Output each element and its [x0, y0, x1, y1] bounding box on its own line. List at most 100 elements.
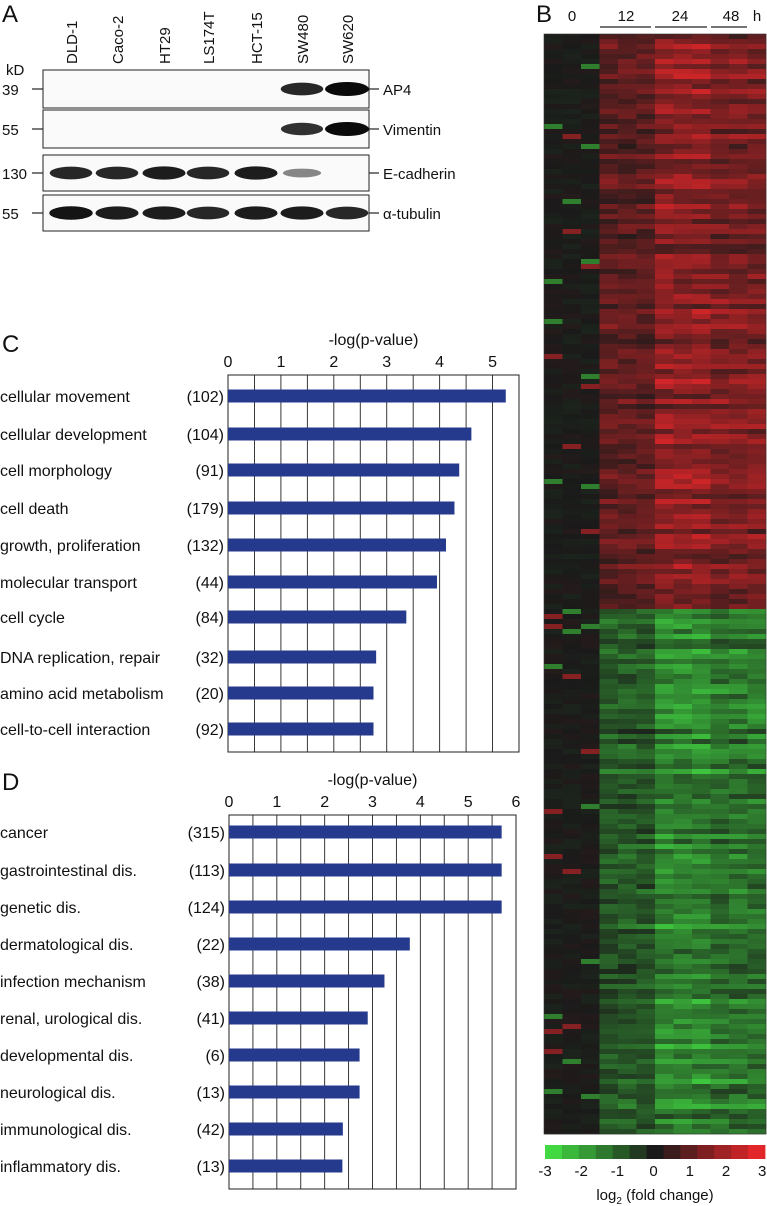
- heatmap-cell: [673, 879, 693, 885]
- heatmap-cell: [618, 289, 637, 295]
- heatmap-cell: [673, 679, 693, 685]
- heatmap-cell: [581, 109, 600, 115]
- heatmap-cell: [599, 504, 619, 510]
- heatmap-cell: [581, 419, 600, 425]
- heatmap-cell: [618, 1029, 637, 1035]
- heatmap-cell: [673, 864, 693, 870]
- heatmap-cell: [747, 499, 767, 505]
- heatmap-cell: [581, 939, 600, 945]
- heatmap-cell: [544, 509, 563, 515]
- heatmap-cell: [618, 124, 637, 130]
- heatmap-cell: [599, 1049, 619, 1055]
- heatmap-cell: [544, 904, 563, 910]
- heatmap-cell: [636, 619, 656, 625]
- heatmap-cell: [673, 519, 693, 525]
- heatmap-cell: [636, 984, 656, 990]
- heatmap-cell: [692, 924, 711, 930]
- heatmap-cell: [692, 689, 711, 695]
- heatmap-cell: [710, 184, 730, 190]
- heatmap-cell: [636, 979, 656, 985]
- heatmap-cell: [673, 129, 693, 135]
- heatmap-cell: [581, 774, 600, 780]
- heatmap-cell: [599, 94, 619, 100]
- heatmap-cell: [562, 654, 582, 660]
- heatmap-cell: [544, 144, 563, 150]
- heatmap-cell: [562, 829, 582, 835]
- heatmap-cell: [673, 179, 693, 185]
- heatmap-cell: [544, 704, 563, 710]
- category-label: renal, urological dis.: [0, 1011, 142, 1028]
- heatmap-cell: [655, 899, 674, 905]
- heatmap-cell: [710, 594, 730, 600]
- heatmap-cell: [729, 524, 748, 530]
- heatmap-cell: [544, 409, 563, 415]
- heatmap-cell: [544, 954, 563, 960]
- heatmap-cell: [544, 699, 563, 705]
- heatmap-cell: [710, 934, 730, 940]
- heatmap-cell: [692, 509, 711, 515]
- heatmap-cell: [729, 619, 748, 625]
- heatmap-cell: [673, 1029, 693, 1035]
- heatmap-cell: [636, 169, 656, 175]
- heatmap-cell: [618, 1039, 637, 1045]
- heatmap-cell: [710, 534, 730, 540]
- heatmap-cell: [729, 949, 748, 955]
- heatmap-cell: [692, 274, 711, 280]
- heatmap-cell: [692, 69, 711, 75]
- heatmap-cell: [562, 274, 582, 280]
- heatmap-cell: [618, 354, 637, 360]
- heatmap-cell: [729, 464, 748, 470]
- heatmap-cell: [581, 784, 600, 790]
- heatmap-cell: [747, 234, 767, 240]
- heatmap-cell: [673, 1034, 693, 1040]
- heatmap-cell: [655, 139, 674, 145]
- heatmap-cell: [692, 639, 711, 645]
- heatmap-cell: [636, 494, 656, 500]
- heatmap-cell: [673, 504, 693, 510]
- heatmap-cell: [581, 464, 600, 470]
- heatmap-cell: [562, 939, 582, 945]
- heatmap-cell: [729, 224, 748, 230]
- heatmap-cell: [692, 809, 711, 815]
- heatmap-cell: [673, 164, 693, 170]
- heatmap-cell: [581, 499, 600, 505]
- heatmap-cell: [729, 539, 748, 545]
- heatmap-cell: [544, 359, 563, 365]
- heatmap-cell: [599, 69, 619, 75]
- heatmap-cell: [636, 574, 656, 580]
- heatmap-cell: [599, 639, 619, 645]
- heatmap-cell: [747, 879, 767, 885]
- heatmap-cell: [562, 779, 582, 785]
- heatmap-cell: [599, 1119, 619, 1125]
- heatmap-cell: [655, 304, 674, 310]
- heatmap-cell: [655, 894, 674, 900]
- heatmap-cell: [747, 864, 767, 870]
- heatmap-cell: [562, 839, 582, 845]
- heatmap-cell: [692, 209, 711, 215]
- heatmap-cell: [636, 834, 656, 840]
- heatmap-cell: [544, 354, 563, 360]
- heatmap-cell: [692, 324, 711, 330]
- heatmap-cell: [673, 919, 693, 925]
- heatmap-cell: [599, 149, 619, 155]
- heatmap-cell: [747, 319, 767, 325]
- heatmap-cell: [599, 624, 619, 630]
- heatmap-cell: [655, 344, 674, 350]
- heatmap-cell: [599, 804, 619, 810]
- heatmap-cell: [618, 99, 637, 105]
- heatmap-cell: [636, 714, 656, 720]
- heatmap-cell: [544, 324, 563, 330]
- heatmap-cell: [562, 34, 582, 40]
- heatmap-cell: [562, 834, 582, 840]
- heatmap-cell: [729, 1059, 748, 1065]
- heatmap-cell: [747, 609, 767, 615]
- heatmap-cell: [747, 759, 767, 765]
- heatmap-cell: [544, 54, 563, 60]
- heatmap-cell: [636, 829, 656, 835]
- heatmap-cell: [747, 1014, 767, 1020]
- heatmap-cell: [747, 934, 767, 940]
- heatmap-cell: [673, 1014, 693, 1020]
- heatmap-cell: [636, 1099, 656, 1105]
- heatmap-cell: [729, 489, 748, 495]
- heatmap-cell: [692, 969, 711, 975]
